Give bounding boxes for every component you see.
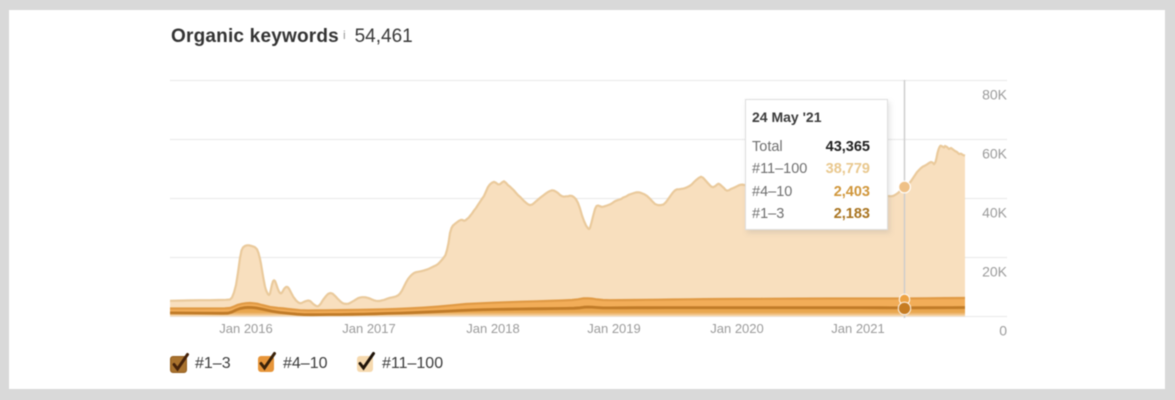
- svg-text:Jan 2020: Jan 2020: [710, 321, 764, 336]
- svg-text:0: 0: [999, 323, 1007, 339]
- svg-text:Jan 2018: Jan 2018: [466, 321, 520, 336]
- svg-text:Jan 2019: Jan 2019: [587, 321, 641, 336]
- svg-text:40K: 40K: [982, 205, 1008, 221]
- svg-text:80K: 80K: [982, 87, 1008, 103]
- svg-text:Jan 2016: Jan 2016: [219, 321, 273, 336]
- svg-text:Jan 2021: Jan 2021: [831, 321, 885, 336]
- svg-text:20K: 20K: [982, 264, 1008, 280]
- svg-text:Jan 2017: Jan 2017: [342, 321, 396, 336]
- svg-text:60K: 60K: [982, 146, 1008, 162]
